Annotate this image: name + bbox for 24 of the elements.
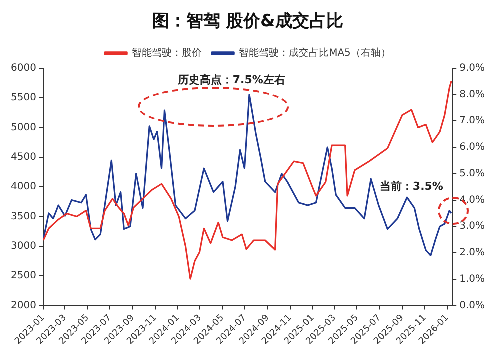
y2-tick-label: 3.0% bbox=[460, 221, 485, 232]
y2-tick-label: 7.0% bbox=[460, 116, 485, 127]
y-tick-label: 6000 bbox=[10, 62, 36, 74]
y-tick-label: 4500 bbox=[10, 152, 36, 164]
y2-tick-label: 0.0% bbox=[460, 300, 485, 312]
y-tick-label: 5500 bbox=[10, 92, 36, 104]
y2-tick-label: 5.0% bbox=[460, 168, 485, 180]
annotation: 当前：3.5% bbox=[380, 180, 444, 193]
y-tick-label: 5000 bbox=[10, 122, 36, 134]
legend-label: 智能驾驶：股价 bbox=[132, 46, 202, 59]
legend-label: 智能驾驶：成交占比MA5（右轴） bbox=[239, 46, 391, 59]
chart-title: 图：智驾 股价&成交占比 bbox=[152, 12, 344, 32]
y-tick-label: 2000 bbox=[10, 300, 36, 312]
y-tick-label: 4000 bbox=[10, 182, 36, 193]
y-tick-label: 3000 bbox=[10, 241, 36, 252]
y2-tick-label: 9.0% bbox=[460, 62, 485, 74]
y2-tick-label: 1.0% bbox=[460, 274, 485, 285]
y-tick-label: 3500 bbox=[10, 211, 36, 222]
y2-tick-label: 2.0% bbox=[460, 248, 485, 259]
y-tick-label: 2500 bbox=[10, 270, 36, 282]
y2-tick-label: 6.0% bbox=[460, 142, 485, 154]
annotation: 历史高点：7.5%左右 bbox=[176, 73, 286, 86]
y2-tick-label: 4.0% bbox=[460, 194, 485, 206]
y2-tick-label: 8.0% bbox=[460, 89, 485, 100]
